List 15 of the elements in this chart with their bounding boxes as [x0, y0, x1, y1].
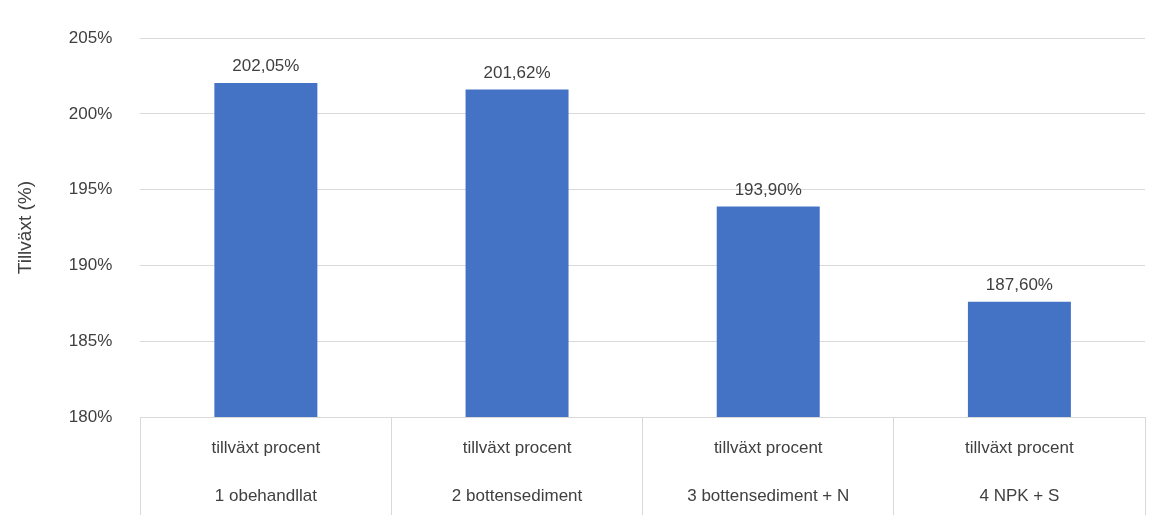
category-label: tillväxt procent 1 obehandllat [211, 437, 321, 505]
y-tick-label: 200% [68, 103, 113, 123]
data-label: 201,62% [483, 62, 551, 82]
category-label: tillväxt procent 4 NPK + S [965, 437, 1074, 505]
category-label: tillväxt procent 2 bottensediment [451, 437, 583, 505]
data-label: 202,05% [232, 56, 300, 76]
y-tick-label: 185% [68, 330, 113, 350]
y-tick-label: 180% [68, 406, 113, 426]
y-tick-label: 205% [68, 27, 113, 47]
data-label: 187,60% [985, 275, 1053, 295]
y-axis-title: Tillväxt (%) [13, 180, 35, 275]
y-tick-label: 190% [68, 255, 113, 275]
y-tick-label: 195% [68, 179, 113, 199]
data-label: 193,90% [734, 179, 802, 199]
category-label: tillväxt procent 3 bottensediment + N [687, 437, 850, 505]
